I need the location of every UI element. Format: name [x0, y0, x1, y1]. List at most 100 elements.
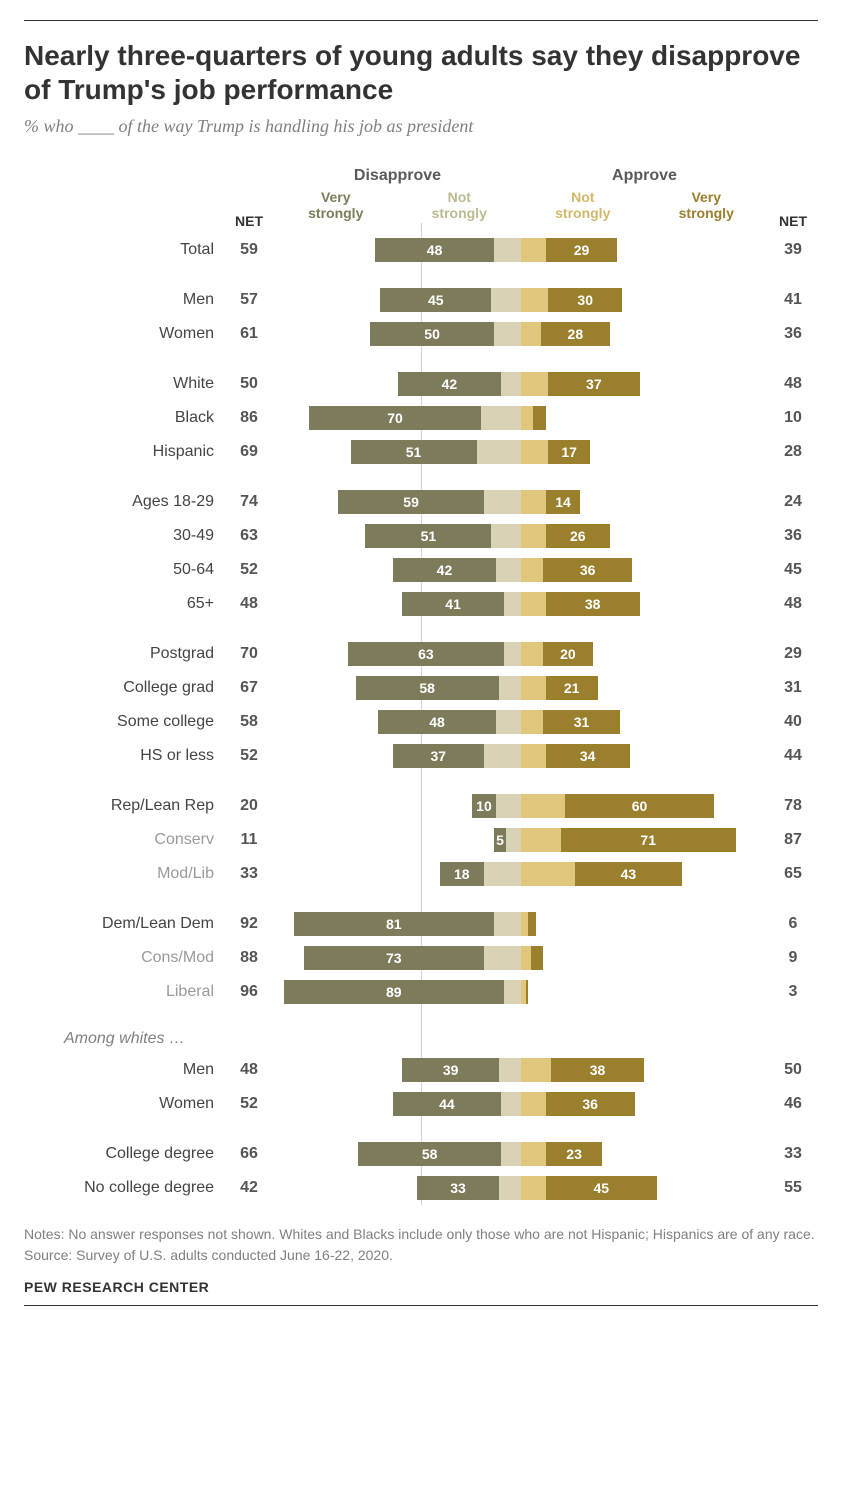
bar-approve-weak — [521, 1058, 551, 1082]
bar-disapprove-strong: 42 — [398, 372, 502, 396]
table-row: No college degree42334555 — [24, 1171, 818, 1205]
bar-approve-strong: 14 — [546, 490, 581, 514]
net-approve: 65 — [768, 865, 818, 883]
row-label: Liberal — [24, 983, 224, 1001]
bar-approve-weak — [521, 372, 548, 396]
bar-approve-weak — [521, 1092, 546, 1116]
bar-disapprove-strong: 48 — [375, 238, 494, 262]
bar-approve-strong: 38 — [551, 1058, 645, 1082]
net-disapprove: 50 — [224, 375, 274, 393]
bar-disapprove-strong: 81 — [294, 912, 494, 936]
net-approve: 36 — [768, 527, 818, 545]
bar-disapprove-strong: 50 — [370, 322, 494, 346]
net-disapprove: 96 — [224, 983, 274, 1001]
net-approve: 33 — [768, 1145, 818, 1163]
net-approve: 9 — [768, 949, 818, 967]
bar-disapprove-strong: 58 — [358, 1142, 501, 1166]
bar-approve-weak — [521, 490, 546, 514]
bar-approve-strong: 17 — [548, 440, 590, 464]
net-approve: 48 — [768, 375, 818, 393]
bar-approve-weak — [521, 676, 546, 700]
net-approve: 36 — [768, 325, 818, 343]
row-label: Cons/Mod — [24, 949, 224, 967]
bar-approve-strong: 28 — [541, 322, 610, 346]
table-row: Women61502836 — [24, 317, 818, 351]
notes-text: Notes: No answer responses not shown. Wh… — [24, 1225, 818, 1245]
row-label: Women — [24, 325, 224, 343]
bar-approve-weak — [521, 744, 546, 768]
bar-approve-weak — [521, 238, 546, 262]
row-label: White — [24, 375, 224, 393]
net-disapprove: 70 — [224, 645, 274, 663]
header-disapprove: Disapprove — [274, 167, 521, 185]
bar-approve-strong: 31 — [543, 710, 620, 734]
row-label: Mod/Lib — [24, 865, 224, 883]
bar-disapprove-strong: 48 — [378, 710, 497, 734]
bar-approve-weak — [521, 592, 546, 616]
bar-disapprove-weak — [499, 1058, 521, 1082]
table-row: White50423748 — [24, 367, 818, 401]
bar-disapprove-weak — [496, 794, 521, 818]
bar-disapprove-strong: 10 — [472, 794, 497, 818]
bar-approve-weak — [521, 524, 546, 548]
row-label: Black — [24, 409, 224, 427]
bar-approve-weak — [521, 946, 531, 970]
net-disapprove: 58 — [224, 713, 274, 731]
bar-approve-strong: 43 — [575, 862, 681, 886]
row-label: Conserv — [24, 831, 224, 849]
row-label: No college degree — [24, 1179, 224, 1197]
table-row: Women52443646 — [24, 1087, 818, 1121]
bar-disapprove-strong: 5 — [494, 828, 506, 852]
chart-headers: NET Disapprove Approve Very stronglyNot … — [24, 167, 818, 229]
header-sub-label: Very strongly — [645, 189, 769, 221]
table-row: Men57453041 — [24, 283, 818, 317]
top-rule — [24, 20, 818, 21]
bar-disapprove-weak — [484, 744, 521, 768]
bar-disapprove-strong: 51 — [351, 440, 477, 464]
bar-approve-strong: 38 — [546, 592, 640, 616]
net-disapprove: 42 — [224, 1179, 274, 1197]
net-approve: 87 — [768, 831, 818, 849]
net-disapprove: 69 — [224, 443, 274, 461]
net-disapprove: 92 — [224, 915, 274, 933]
net-approve: 10 — [768, 409, 818, 427]
net-disapprove: 52 — [224, 1095, 274, 1113]
bar-approve-strong: 36 — [546, 1092, 635, 1116]
table-row: Cons/Mod88739 — [24, 941, 818, 975]
net-disapprove: 67 — [224, 679, 274, 697]
bar-disapprove-weak — [499, 676, 521, 700]
header-sub-label: Not strongly — [398, 189, 522, 221]
bar-disapprove-strong: 58 — [356, 676, 499, 700]
net-disapprove: 52 — [224, 747, 274, 765]
row-label: 30-49 — [24, 527, 224, 545]
net-approve: 3 — [768, 983, 818, 1001]
row-label: Postgrad — [24, 645, 224, 663]
table-row: Black867010 — [24, 401, 818, 435]
net-disapprove: 33 — [224, 865, 274, 883]
bar-disapprove-weak — [494, 238, 521, 262]
bar-approve-strong: 36 — [543, 558, 632, 582]
bar-disapprove-weak — [494, 912, 521, 936]
bar-approve-strong: 34 — [546, 744, 630, 768]
bar-approve-weak — [521, 828, 561, 852]
net-disapprove: 66 — [224, 1145, 274, 1163]
net-disapprove: 74 — [224, 493, 274, 511]
bar-disapprove-weak — [504, 592, 521, 616]
net-approve: 28 — [768, 443, 818, 461]
bar-disapprove-weak — [484, 490, 521, 514]
bar-approve-weak — [521, 862, 575, 886]
net-approve: 41 — [768, 291, 818, 309]
net-disapprove: 48 — [224, 1061, 274, 1079]
bar-disapprove-strong: 18 — [440, 862, 484, 886]
bar-disapprove-weak — [504, 642, 521, 666]
bar-approve-strong — [526, 980, 528, 1004]
bar-disapprove-strong: 59 — [338, 490, 484, 514]
row-label: Total — [24, 241, 224, 259]
bar-disapprove-weak — [494, 322, 521, 346]
net-approve: 31 — [768, 679, 818, 697]
net-disapprove: 86 — [224, 409, 274, 427]
bar-disapprove-strong: 45 — [380, 288, 491, 312]
bar-disapprove-weak — [499, 1176, 521, 1200]
header-sub-label: Very strongly — [274, 189, 398, 221]
row-label: Women — [24, 1095, 224, 1113]
